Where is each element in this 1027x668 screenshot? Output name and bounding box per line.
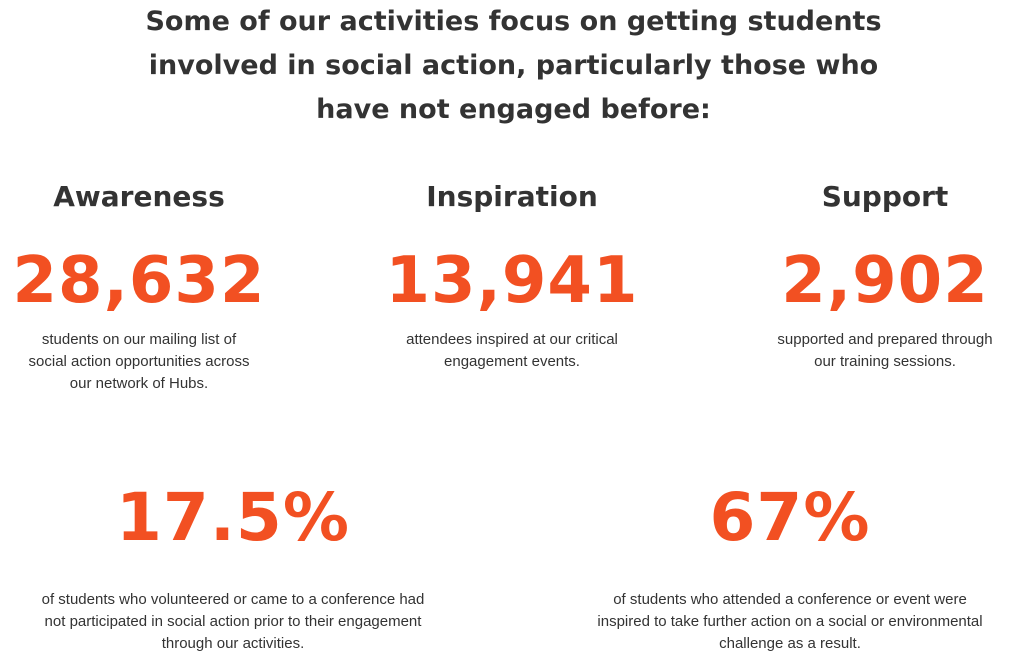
description-line: supported and prepared through	[777, 331, 993, 348]
stat-value: 17.5%	[116, 479, 350, 556]
headline-line: have not engaged before:	[316, 94, 711, 125]
description-line: our training sessions.	[814, 353, 956, 370]
description-line: our network of Hubs.	[69, 375, 209, 392]
column-title: Inspiration	[426, 180, 598, 213]
description-line: inspired to take further action on a soc…	[597, 613, 983, 630]
description-line: engagement events.	[444, 353, 580, 370]
description-line: through our activities.	[161, 635, 305, 652]
stat-value: 13,941	[385, 244, 639, 318]
stat-description: students on our mailing list of social a…	[0, 329, 278, 395]
stat-description: of students who attended a conference or…	[575, 589, 1005, 655]
stat-description: of students who volunteered or came to a…	[18, 589, 448, 655]
stat-value: 28,632	[12, 244, 266, 318]
stat-description: supported and prepared through our train…	[745, 329, 1025, 373]
description-line: attendees inspired at our critical	[406, 331, 618, 348]
description-line: of students who attended a conference or…	[613, 591, 967, 608]
column-title: Awareness	[53, 180, 225, 213]
description-line: students on our mailing list of	[41, 331, 237, 348]
description-line: challenge as a result.	[719, 635, 861, 652]
stat-value: 2,902	[781, 244, 989, 318]
headline-line: involved in social action, particularly …	[148, 50, 879, 81]
headline: Some of our activities focus on getting …	[0, 0, 1027, 132]
description-line: social action opportunities across	[28, 353, 250, 370]
stat-value: 67%	[709, 479, 871, 556]
description-line: of students who volunteered or came to a…	[41, 591, 425, 608]
description-line: not participated in social action prior …	[44, 613, 422, 630]
headline-line: Some of our activities focus on getting …	[145, 6, 882, 37]
column-title: Support	[821, 180, 949, 213]
stat-description: attendees inspired at our critical engag…	[372, 329, 652, 373]
